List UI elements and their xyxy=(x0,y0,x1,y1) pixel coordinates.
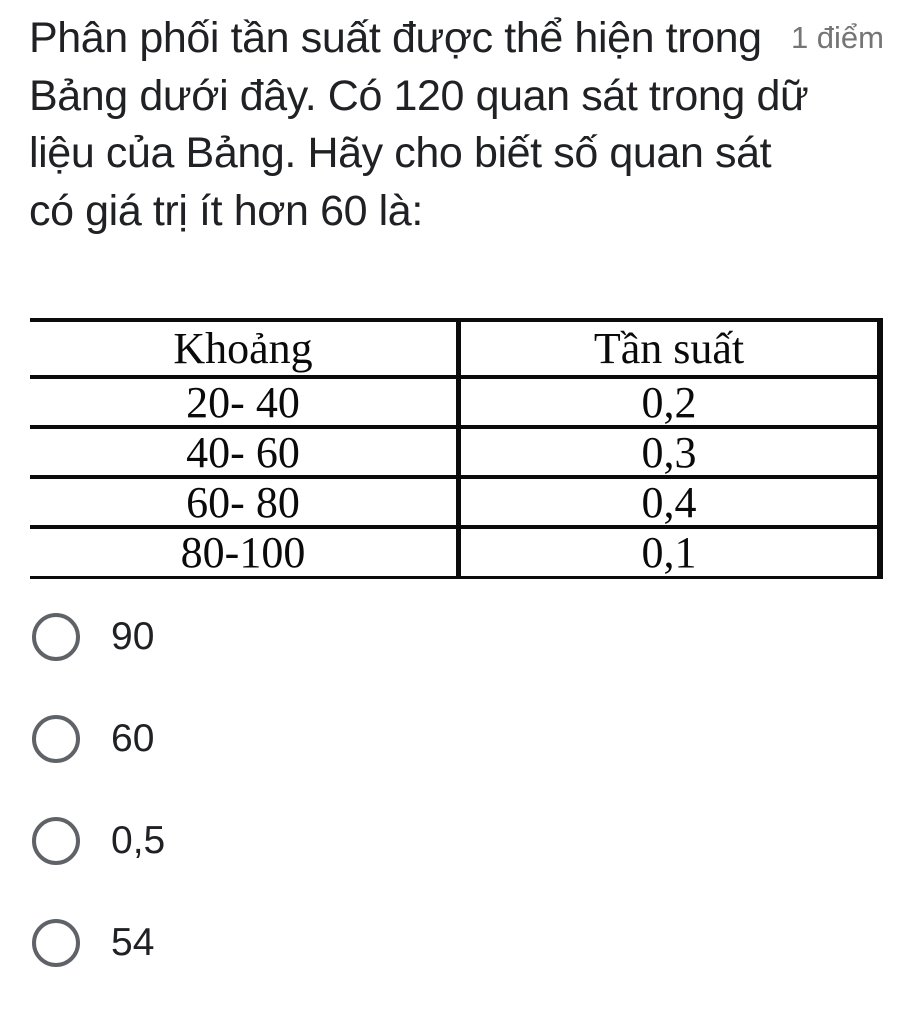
range-cell: 40- 60 xyxy=(30,428,456,479)
frequency-table: Khoảng Tần suất 20- 40 0,2 40- 60 0,3 60… xyxy=(30,318,883,579)
points-badge: 1 điểm xyxy=(790,20,884,55)
option-label: 0,5 xyxy=(111,819,166,862)
frequency-cell: 0,4 xyxy=(456,478,883,529)
range-cell: 20- 40 xyxy=(30,378,456,429)
answer-options: 90 60 0,5 54 xyxy=(32,613,165,1021)
frequency-cell: 0,3 xyxy=(456,428,883,479)
radio-icon[interactable] xyxy=(32,817,80,865)
question-line: có giá trị ít hơn 60 là: xyxy=(29,186,423,235)
frequency-cell: 0,2 xyxy=(456,378,883,429)
radio-icon[interactable] xyxy=(32,613,80,661)
table-row: 20- 40 0,2 xyxy=(30,378,883,429)
table-row: 60- 80 0,4 xyxy=(30,478,883,529)
radio-icon[interactable] xyxy=(32,919,80,967)
table-row: 80-100 0,1 xyxy=(30,528,883,579)
question-text: Phân phối tần suất được thể hiện trong B… xyxy=(29,10,809,240)
option-54[interactable]: 54 xyxy=(32,919,165,967)
question-line: Phân phối tần suất được thể hiện trong xyxy=(29,14,762,62)
option-label: 54 xyxy=(111,921,155,964)
option-60[interactable]: 60 xyxy=(32,715,165,763)
option-label: 90 xyxy=(111,615,155,658)
option-label: 60 xyxy=(111,717,155,760)
question-line: liệu của Bảng. Hãy cho biết số quan sát xyxy=(29,129,772,177)
table-header-row: Khoảng Tần suất xyxy=(30,322,883,379)
option-0-5[interactable]: 0,5 xyxy=(32,817,165,865)
table-row: 40- 60 0,3 xyxy=(30,428,883,479)
range-cell: 60- 80 xyxy=(30,478,456,529)
range-cell: 80-100 xyxy=(30,528,456,579)
option-90[interactable]: 90 xyxy=(32,613,165,661)
table-header-range: Khoảng xyxy=(30,322,456,379)
radio-icon[interactable] xyxy=(32,715,80,763)
table-header-frequency: Tần suất xyxy=(456,322,883,379)
question-line: Bảng dưới đây. Có 120 quan sát trong dữ xyxy=(29,71,809,120)
frequency-cell: 0,1 xyxy=(456,528,883,579)
